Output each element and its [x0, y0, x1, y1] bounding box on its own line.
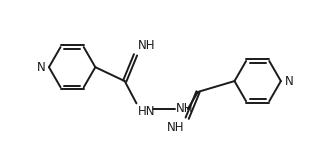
Text: NH: NH — [176, 102, 194, 115]
Text: NH: NH — [167, 121, 185, 134]
Text: HN: HN — [138, 105, 156, 118]
Text: NH: NH — [138, 39, 156, 52]
Text: N: N — [285, 75, 293, 88]
Text: N: N — [37, 61, 45, 74]
